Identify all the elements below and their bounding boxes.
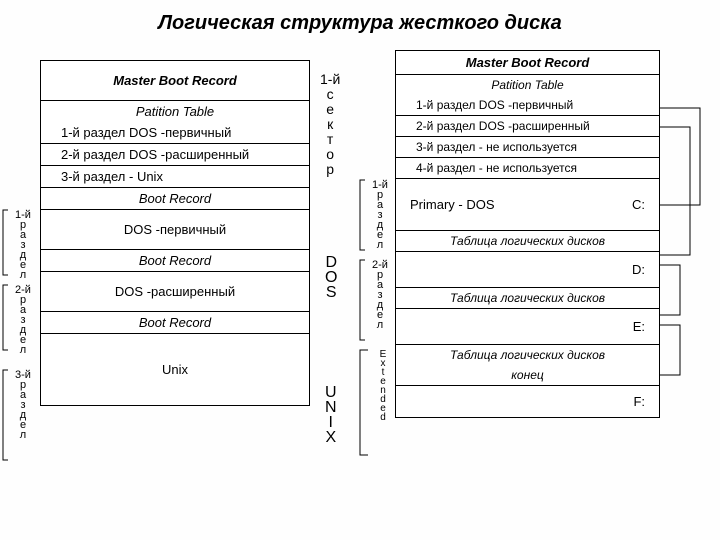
left-mbr-box: Master Boot Record Patition Table 1-й ра… [40, 60, 310, 188]
left-pt-row-1: 2-й раздел DOS -расширенный [41, 144, 309, 166]
mid-unix: UNIX [325, 385, 337, 445]
right-logical-heading-1: Таблица логических дисков [396, 288, 659, 309]
left-mbr: Master Boot Record [41, 61, 309, 101]
left-body-2: Unix [41, 334, 309, 405]
right-drive-d: D: [396, 252, 659, 288]
right-mbr-box: Master Boot Record Patition Table 1-й ра… [395, 50, 660, 179]
left-pt-row-2: 3-й раздел - Unix [41, 166, 309, 187]
right-column: Master Boot Record Patition Table 1-й ра… [395, 50, 660, 418]
right-pt-row-2: 3-й раздел - не используется [396, 137, 659, 158]
right-drive-f: F: [396, 386, 659, 417]
right-side-label-1: 2-й раздел [365, 260, 395, 330]
left-body-1: DOS -расширенный [41, 272, 309, 311]
left-section-0: Boot Record DOS -первичный [40, 187, 310, 250]
right-side-extended: Extended [368, 350, 398, 422]
left-side-label-2: 3-й раздел [8, 370, 38, 440]
left-column: Master Boot Record Patition Table 1-й ра… [40, 60, 310, 406]
right-primary-drive: C: [632, 197, 645, 212]
right-drive-e: E: [396, 309, 659, 345]
right-primary: Primary - DOS C: [395, 178, 660, 231]
left-side-label-0: 1-й раздел [8, 210, 38, 280]
right-ext-box: Таблица логических дисков D: Таблица лог… [395, 230, 660, 418]
left-ptable-heading: Patition Table [41, 101, 309, 122]
right-pt-row-0: 1-й раздел DOS -первичный [396, 95, 659, 116]
left-br-1: Boot Record [41, 250, 309, 272]
right-pt-row-3: 4-й раздел - не используется [396, 158, 659, 178]
right-logical-heading-0: Таблица логических дисков [396, 231, 659, 252]
left-body-0: DOS -первичный [41, 210, 309, 249]
page-title: Логическая структура жесткого диска [0, 0, 720, 43]
right-pt-row-1: 2-й раздел DOS -расширенный [396, 116, 659, 137]
right-ptable-heading: Patition Table [396, 75, 659, 95]
diagram-container: Master Boot Record Patition Table 1-й ра… [0, 50, 720, 540]
mid-sector: 1-й сектор [320, 72, 340, 177]
left-section-2: Boot Record Unix [40, 311, 310, 406]
left-section-1: Boot Record DOS -расширенный [40, 249, 310, 312]
left-pt-row-0: 1-й раздел DOS -первичный [41, 122, 309, 144]
left-side-label-1: 2-й раздел [8, 285, 38, 355]
right-side-label-0: 1-й раздел [365, 180, 395, 250]
right-logical-heading-2: Таблица логических дисков [396, 345, 659, 365]
right-primary-label: Primary - DOS [410, 197, 495, 212]
mid-sector-head: 1-й [320, 72, 340, 87]
left-br-0: Boot Record [41, 188, 309, 210]
left-br-2: Boot Record [41, 312, 309, 334]
mid-dos: DOS [325, 255, 337, 300]
right-end: конец [396, 365, 659, 386]
right-mbr: Master Boot Record [396, 51, 659, 75]
